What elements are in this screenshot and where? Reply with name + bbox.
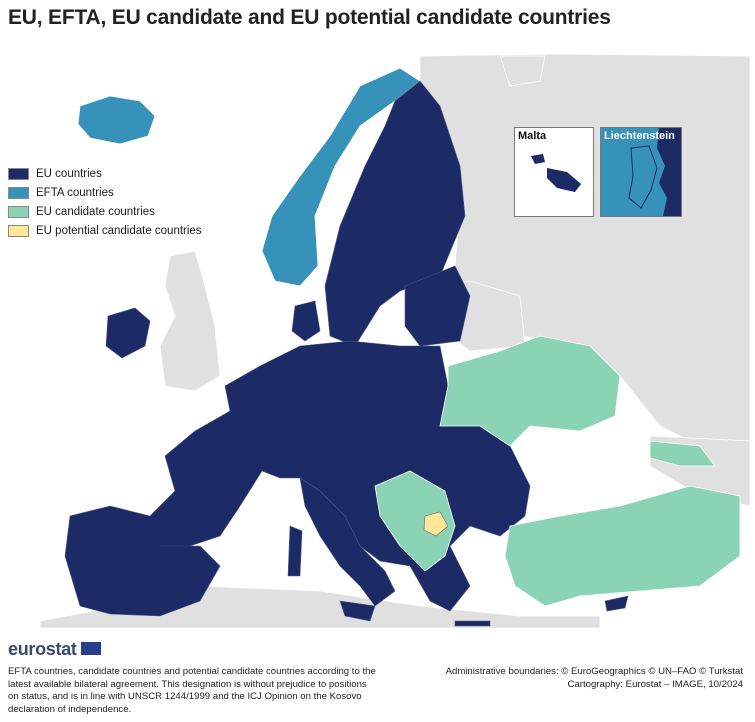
western-balkans [374,470,456,572]
ireland [105,307,151,359]
sardinia-corsica [287,525,303,577]
liechtenstein-label: Liechtenstein [604,130,675,142]
legend-swatch [8,186,29,199]
legend-swatch [8,205,29,218]
credit-line-1: Administrative boundaries: © EuroGeograp… [445,666,743,677]
malta-shape [531,154,581,192]
potential-candidate-countries [423,511,449,537]
turkey [504,485,741,607]
denmark [291,300,321,342]
greenland-svalbard-region [499,55,546,87]
eu-flag-icon [80,641,101,655]
cyprus [604,595,629,612]
legend: EU countries EFTA countries EU candidate… [8,164,202,240]
iceland [77,95,156,145]
italy [299,477,396,607]
legend-item-potential: EU potential candidate countries [8,221,202,240]
credits: Administrative boundaries: © EuroGeograp… [446,666,743,691]
footnote: EFTA countries, candidate countries and … [8,666,376,715]
map-title: EU, EFTA, EU candidate and EU potential … [8,6,611,29]
crete [454,620,491,627]
legend-item-candidate: EU candidate countries [8,202,202,221]
legend-label: EFTA countries [36,186,114,199]
credit-line-2: Cartography: Eurostat – IMAGE, 10/2024 [567,678,743,690]
legend-swatch [8,224,29,237]
malta-label: Malta [518,130,547,142]
sicily [339,600,376,622]
eurostat-logo: eurostat [8,639,101,660]
legend-swatch [8,167,29,180]
uk-region [159,250,221,392]
candidate-countries [374,335,741,607]
liechtenstein-inset: Liechtenstein [600,127,682,217]
georgia [649,440,716,467]
kosovo [423,511,449,537]
legend-label: EU candidate countries [36,205,155,218]
legend-label: EU potential candidate countries [36,224,202,237]
europe-map [39,53,751,628]
malta-inset: Malta [514,127,594,217]
legend-item-efta: EFTA countries [8,183,202,202]
legend-item-eu: EU countries [8,164,202,183]
liechtenstein-shape [628,128,681,216]
logo-text: eurostat [8,639,77,659]
baltics [404,265,471,347]
legend-label: EU countries [36,167,102,180]
ukraine-moldova [439,335,621,447]
